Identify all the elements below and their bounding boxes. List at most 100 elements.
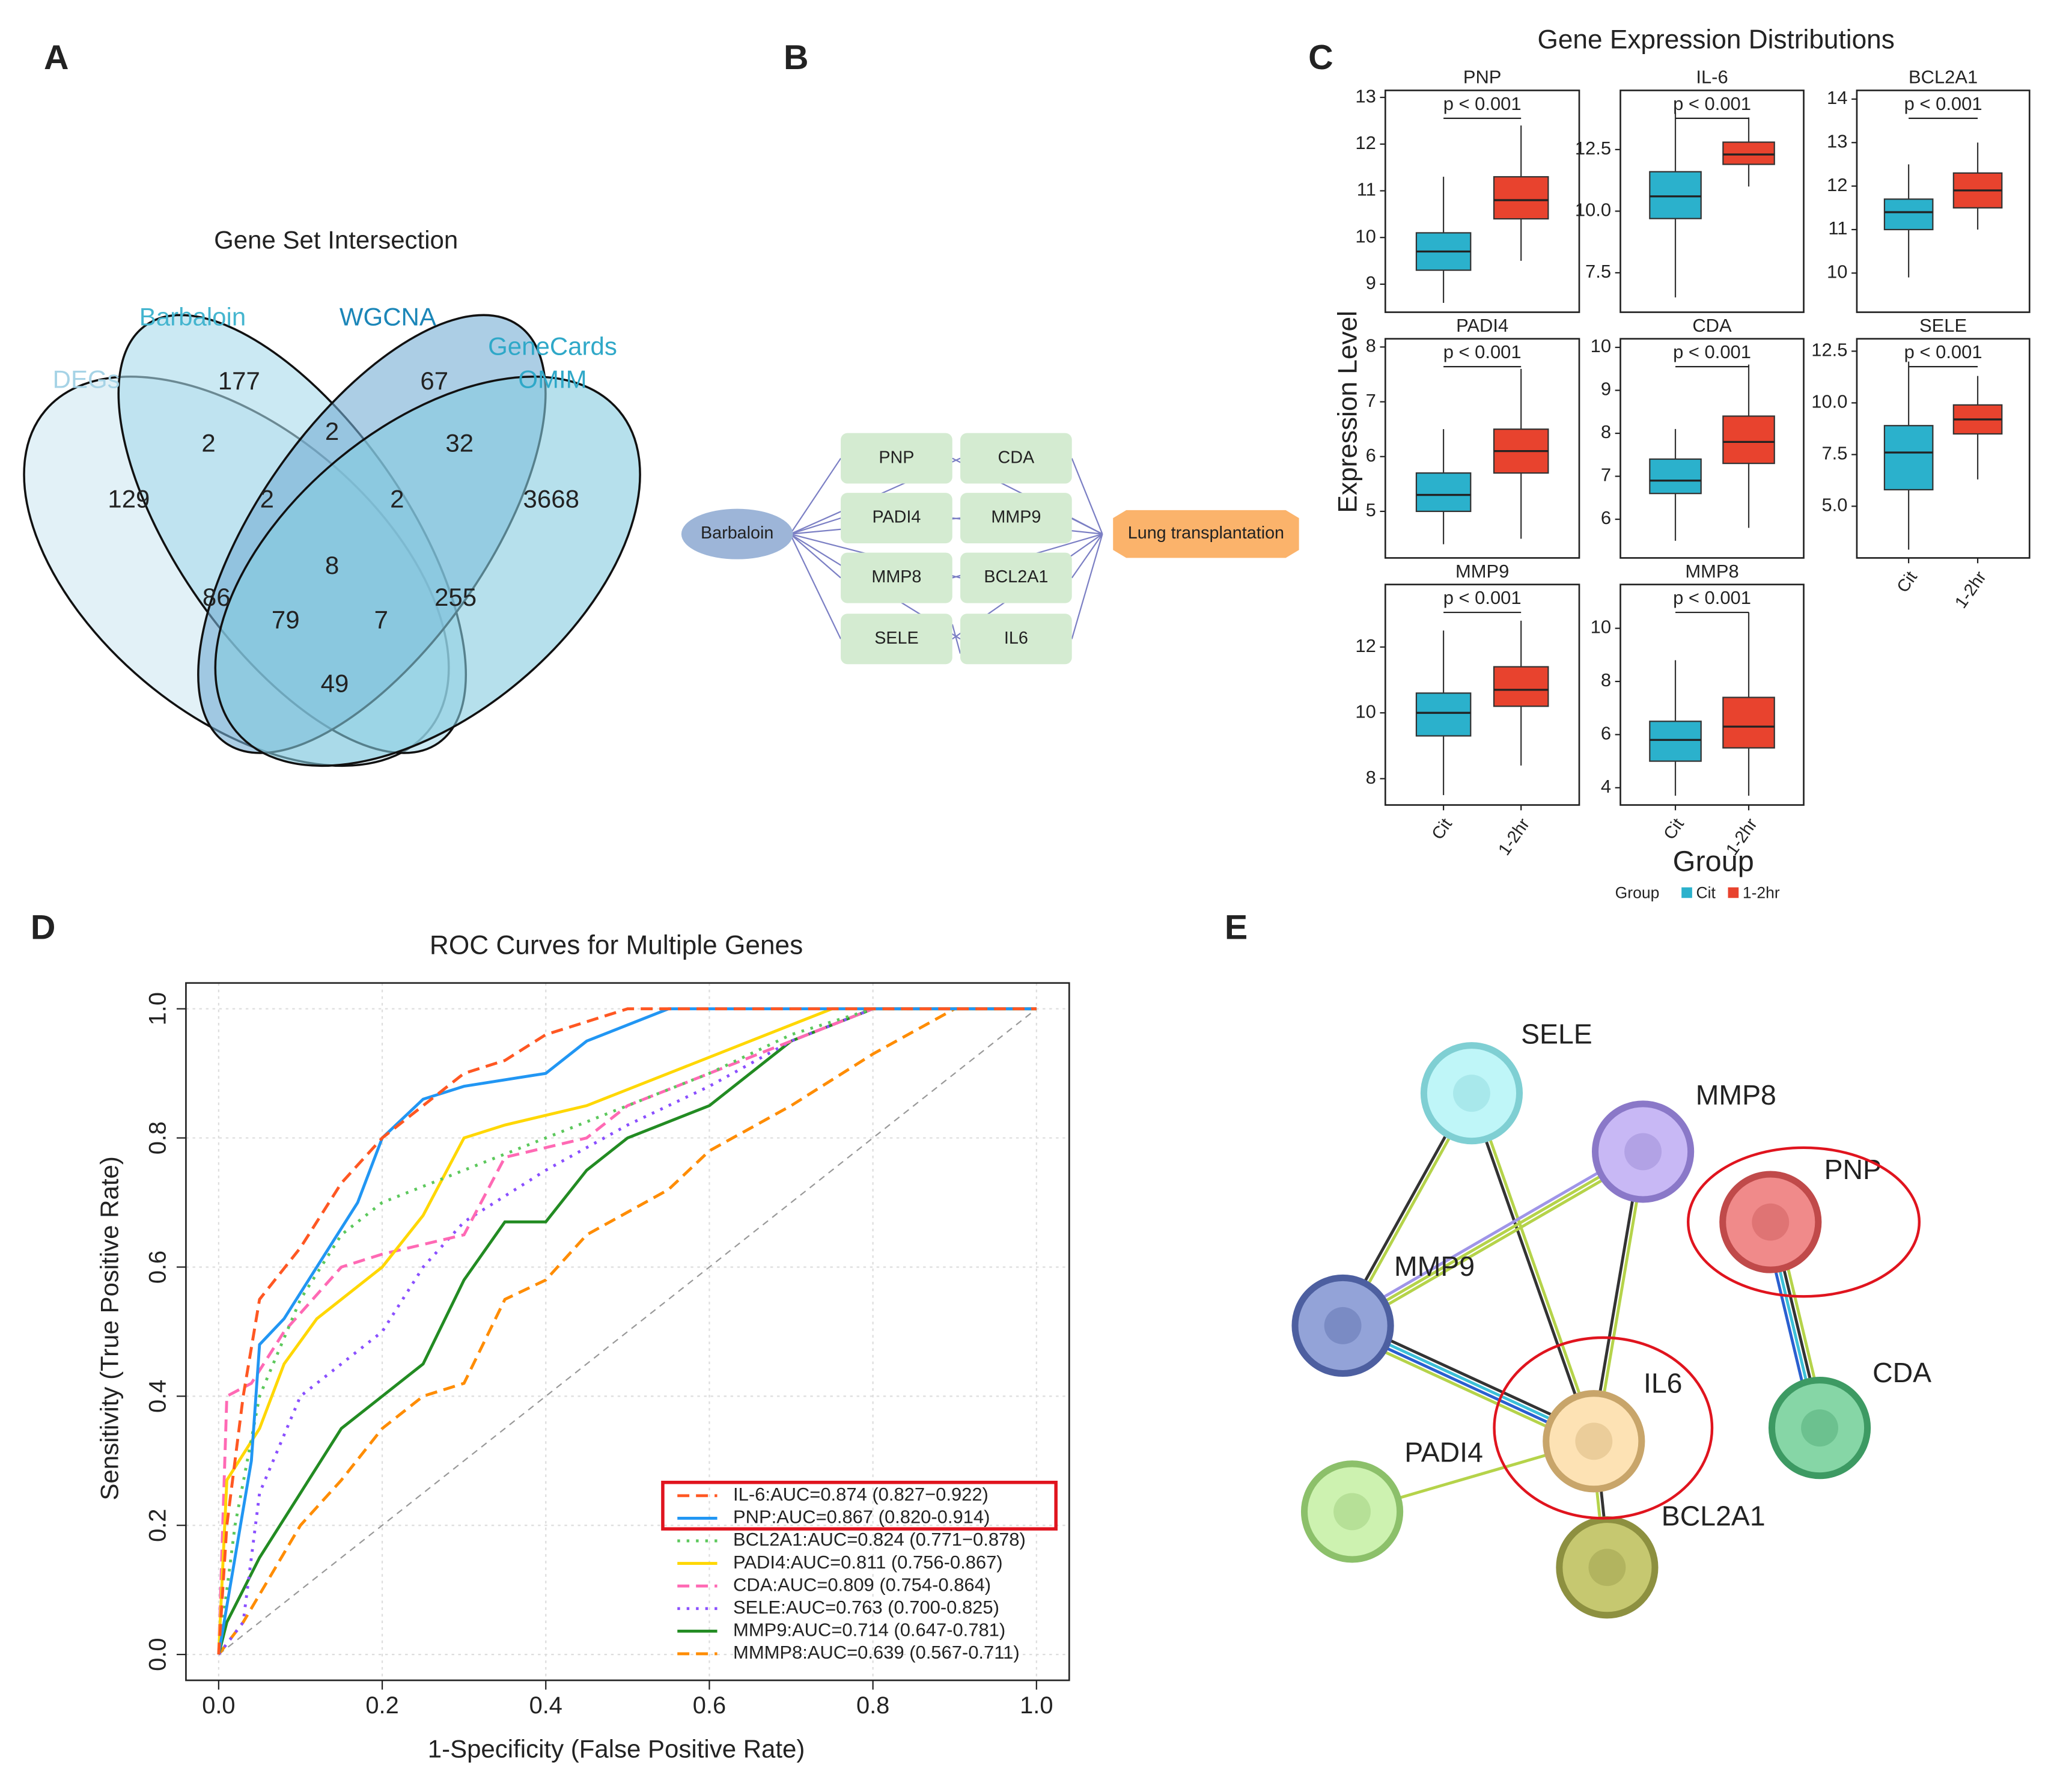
y-tick-label: 10 [1355,701,1376,722]
box [1883,198,1934,231]
roc-curve [217,1007,1037,1655]
gene-label: SELE [874,629,918,648]
gene-label: BCL2A1 [984,567,1048,587]
venn-count: 3668 [523,484,579,513]
box [1493,666,1549,707]
venn-count: 86 [203,583,231,611]
gene-node [960,433,1072,484]
y-tick-label: 14 [1827,87,1847,108]
highlight-ellipse [1687,1146,1921,1298]
y-tick-label: 1.0 [145,992,171,1025]
panel-label: E [1225,908,1248,946]
legend-label: MMMP8:AUC=0.639 (0.567-0.711) [733,1642,1020,1663]
edge [1071,458,1103,535]
panel-label: A [44,38,69,77]
y-tick-label: 10 [1591,335,1611,356]
x-tick-label: 0.6 [693,1692,726,1719]
y-tick-label: 5 [1366,499,1376,520]
facet-frame [1620,90,1805,313]
protein-label: CDA [1872,1357,1931,1388]
y-tick-label: 0.4 [145,1380,171,1413]
y-tick-label: 4 [1601,776,1611,797]
legend-swatch [1681,887,1692,898]
chart-title: Gene Expression Distributions [1537,25,1894,54]
y-tick-label: 10 [1355,225,1376,246]
protein-structure [1333,1493,1371,1531]
venn-count: 49 [321,669,349,698]
panel-label: D [31,908,55,946]
y-tick-label: 10 [1591,617,1611,638]
facet-frame [1384,338,1580,559]
interaction-edge [1472,1092,1597,1441]
protein-label: PADI4 [1404,1437,1483,1468]
protein-label: BCL2A1 [1662,1501,1766,1532]
x-tick-label: 1.0 [1020,1692,1053,1719]
y-tick-label: 6 [1601,507,1611,528]
y-tick-label: 0.6 [145,1251,171,1284]
y-tick-label: 12.5 [1575,138,1611,159]
facet-title: PNP [1463,67,1502,88]
x-axis-label: 1-Specificity (False Positive Rate) [428,1734,805,1763]
venn-count: 67 [420,367,448,395]
source-label: Barbaloin [701,523,773,543]
x-tick-label: 0.2 [365,1692,398,1719]
y-tick-label: 9 [1601,379,1611,400]
source-node [681,508,793,559]
venn-set-label: DEGs [53,365,120,394]
gene-node [960,614,1072,665]
protein-structure [1624,1133,1662,1171]
protein-structure [1575,1422,1613,1460]
y-tick-label: 6 [1366,445,1376,466]
signif-label: p < 0.001 [1673,93,1751,114]
roc-curve [217,1007,1037,1655]
box [1883,425,1934,491]
box [1722,696,1775,749]
protein-node [1291,1274,1394,1377]
target-node [1113,510,1299,558]
y-axis-label: Sensitivity (True Positive Rate) [96,1156,124,1500]
legend-label: MMP9:AUC=0.714 (0.647-0.781) [733,1619,1005,1640]
roc-curve [217,1007,1037,1655]
y-tick-label: 12 [1355,635,1376,656]
y-tick-label: 7 [1366,390,1376,411]
edge [1071,517,1103,535]
interaction-edge [1342,1150,1644,1327]
protein-label: SELE [1521,1018,1592,1049]
venn-set-label: GeneCards [488,332,617,360]
venn-set-label: OMIM [518,365,587,394]
y-tick-label: 8 [1366,767,1376,788]
y-tick-label: 11 [1828,218,1847,239]
panel-label: B [784,38,809,77]
gene-label: IL6 [1004,629,1028,648]
edge [1071,534,1103,639]
protein-structure [1752,1203,1790,1241]
edge [1071,534,1103,579]
y-tick-label: 0.0 [145,1638,171,1671]
facet-title: MMP8 [1685,561,1738,582]
gene-label: MMP9 [991,508,1041,527]
venn-set-label: Barbaloin [139,303,246,331]
venn-count: 2 [325,417,339,445]
facet-title: SELE [1919,315,1967,336]
legend-label: 1-2hr [1743,884,1780,902]
y-tick-label: 10.0 [1811,391,1847,412]
protein-label: IL6 [1644,1368,1683,1399]
facet-frame [1856,90,2031,313]
venn-set-label: WGCNA [340,303,436,331]
protein-label: MMP9 [1394,1251,1475,1282]
gene-label: CDA [998,448,1035,467]
box [1649,458,1702,495]
legend-label: CDA:AUC=0.809 (0.754-0.864) [733,1574,991,1595]
y-tick-label: 7.5 [1585,261,1611,282]
protein-structure [1453,1074,1490,1112]
venn-count: 2 [390,484,404,513]
legend-title: Group [1615,884,1660,902]
target-label: Lung transplantation [1128,523,1284,543]
protein-node [1591,1100,1695,1203]
facet-title: BCL2A1 [1909,67,1978,88]
gene-node [841,433,952,484]
edge [790,517,841,535]
edge [790,458,842,535]
protein-node [1556,1516,1659,1619]
edge [790,533,841,579]
